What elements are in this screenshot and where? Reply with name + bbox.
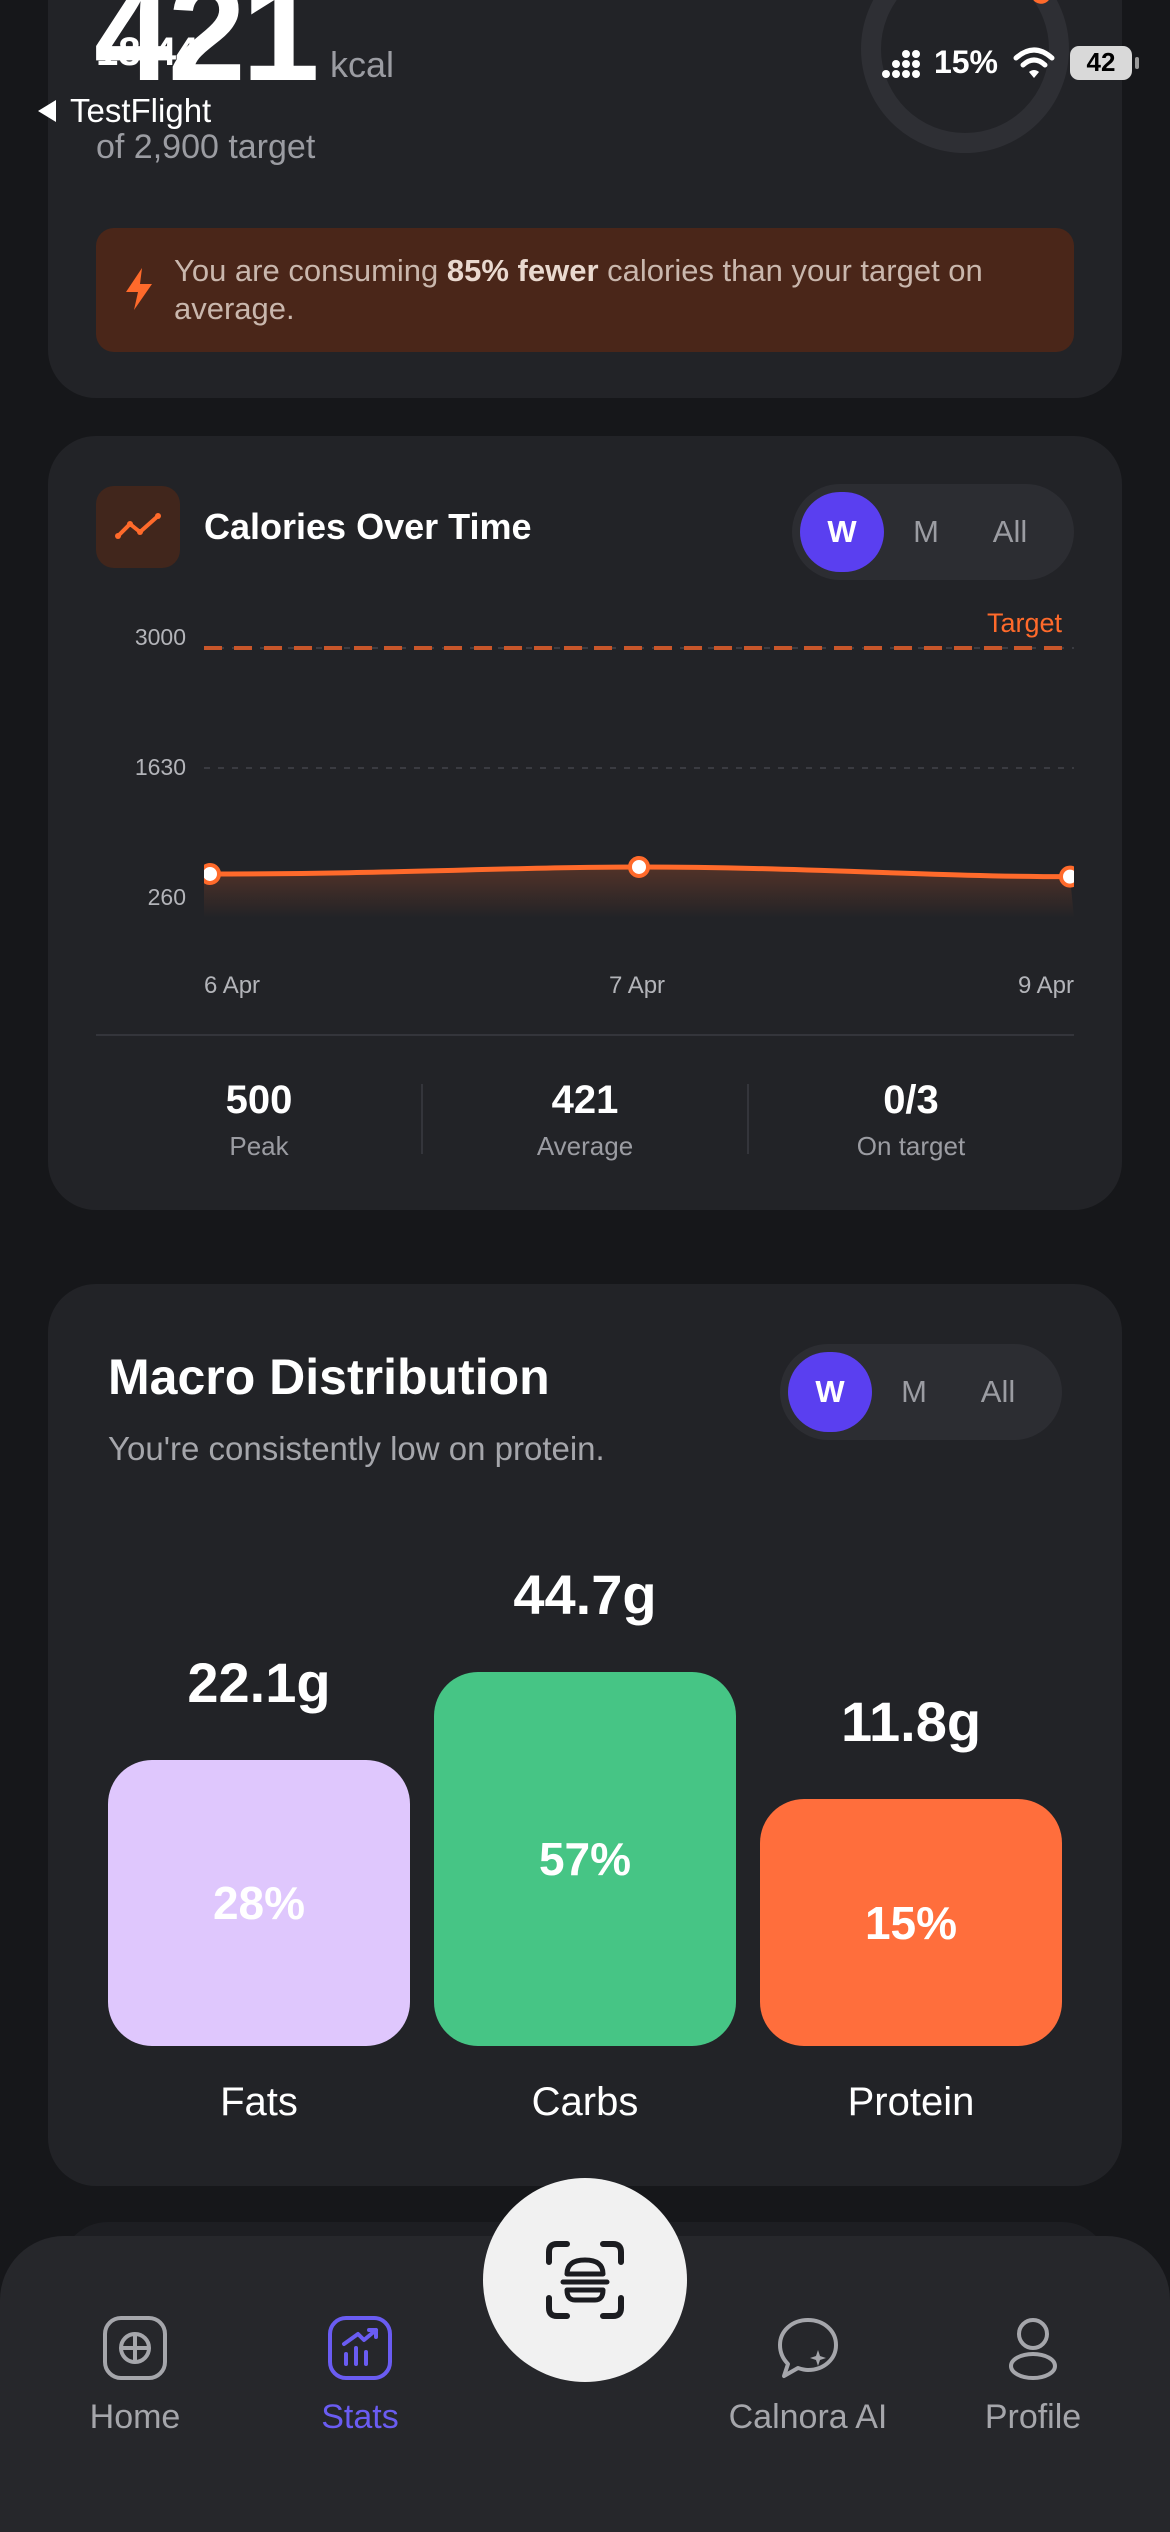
nav-item-calnora-ai[interactable]: Calnora AI [693, 2310, 923, 2437]
macro-label-carbs: Carbs [531, 2080, 639, 2124]
home-icon [20, 2310, 250, 2386]
x-tick-label: 7 Apr [609, 972, 666, 999]
chart-title: Calories Over Time [204, 506, 532, 547]
battery-icon: 42 [1070, 45, 1139, 80]
stat-value: 500 [225, 1078, 293, 1122]
stat-on-target: 0/3 On target [748, 1078, 1074, 1162]
calorie-total: 421 [94, 0, 320, 110]
nav-item-profile[interactable]: Profile [918, 2310, 1148, 2437]
warning-text: You are consuming 85% fewer calories tha… [174, 252, 1046, 328]
macro-bar-carbs: 57% [434, 1672, 736, 2046]
calorie-unit: kcal [330, 44, 395, 85]
chart-period-selector: W M All [792, 484, 1074, 580]
period-option-month[interactable]: M [913, 514, 939, 549]
lightning-icon [126, 268, 152, 310]
macro-title: Macro Distribution [108, 1349, 550, 1405]
data-point [1059, 865, 1074, 888]
stat-separator [747, 1084, 749, 1154]
stat-label: Average [536, 1131, 634, 1161]
nav-label: Profile [984, 2398, 1082, 2436]
calorie-target-text: of 2,900 target [96, 128, 316, 166]
macro-label-protein: Protein [847, 2080, 975, 2124]
period-option-week[interactable]: W [788, 1352, 872, 1432]
stat-value: 421 [551, 1078, 619, 1122]
scan-food-icon [546, 2241, 624, 2319]
back-to-testflight[interactable]: TestFlight [38, 92, 211, 130]
y-tick-label: 3000 [134, 624, 186, 650]
calorie-warning-banner: You are consuming 85% fewer calories tha… [96, 228, 1074, 352]
cellular-signal-icon [881, 49, 920, 78]
series-area [204, 866, 1074, 918]
calories-line-chart [204, 646, 1074, 918]
y-tick-label: 260 [147, 884, 186, 910]
period-option-week[interactable]: W [800, 492, 884, 572]
stat-label: Peak [229, 1131, 289, 1161]
nav-label: Home [89, 2398, 181, 2436]
back-arrow-icon [38, 100, 56, 122]
data-point [204, 862, 221, 885]
x-tick-label: 6 Apr [204, 972, 261, 999]
ai-chat-icon [693, 2310, 923, 2386]
nav-item-stats[interactable]: Stats [245, 2310, 475, 2437]
macro-label-fats: Fats [220, 2080, 298, 2124]
trend-line-icon [115, 513, 161, 539]
macro-period-selector: W M All [780, 1344, 1062, 1440]
period-option-all[interactable]: All [992, 514, 1028, 549]
x-tick-label: 9 Apr [1017, 972, 1074, 999]
calorie-progress-ring [861, 0, 1069, 153]
stat-value: 0/3 [883, 1078, 939, 1122]
stat-average: 421 Average [422, 1078, 748, 1162]
trend-icon-box [96, 486, 180, 568]
period-option-month[interactable]: M [901, 1374, 927, 1409]
battery-saver-percent: 15% [933, 44, 998, 80]
status-icons: 15% 42 [880, 44, 1139, 81]
stats-icon [245, 2310, 475, 2386]
warning-text-bold: 85% fewer [446, 253, 599, 288]
back-app-label: TestFlight [70, 92, 212, 129]
macro-grams-carbs: 44.7g [513, 1563, 657, 1626]
nav-label: Stats [321, 2398, 399, 2436]
period-option-all[interactable]: All [980, 1374, 1016, 1409]
macro-bar-fats: 28% [108, 1760, 410, 2046]
data-point [628, 855, 650, 878]
stat-label: On target [856, 1131, 966, 1161]
macro-grams-protein: 11.8g [840, 1690, 982, 1753]
wifi-icon [1013, 47, 1055, 78]
macro-grams-fats: 22.1g [187, 1651, 331, 1714]
macro-subtitle: You're consistently low on protein. [108, 1430, 605, 1467]
macro-bar-protein: 15% [760, 1799, 1062, 2046]
profile-icon [918, 2310, 1148, 2386]
target-line-label: Target [986, 608, 1062, 638]
chart-divider [96, 1034, 1074, 1036]
nav-label: Calnora AI [728, 2398, 888, 2436]
warning-text-post: calories than your target on average. [174, 253, 983, 326]
nav-item-home[interactable]: Home [20, 2310, 250, 2437]
warning-text-pre: You are consuming [174, 253, 447, 288]
stat-separator [421, 1084, 423, 1154]
scan-food-button[interactable] [483, 2178, 687, 2382]
status-time: 18:44 [96, 30, 199, 74]
stat-peak: 500 Peak [96, 1078, 422, 1162]
y-tick-label: 1630 [134, 754, 186, 780]
